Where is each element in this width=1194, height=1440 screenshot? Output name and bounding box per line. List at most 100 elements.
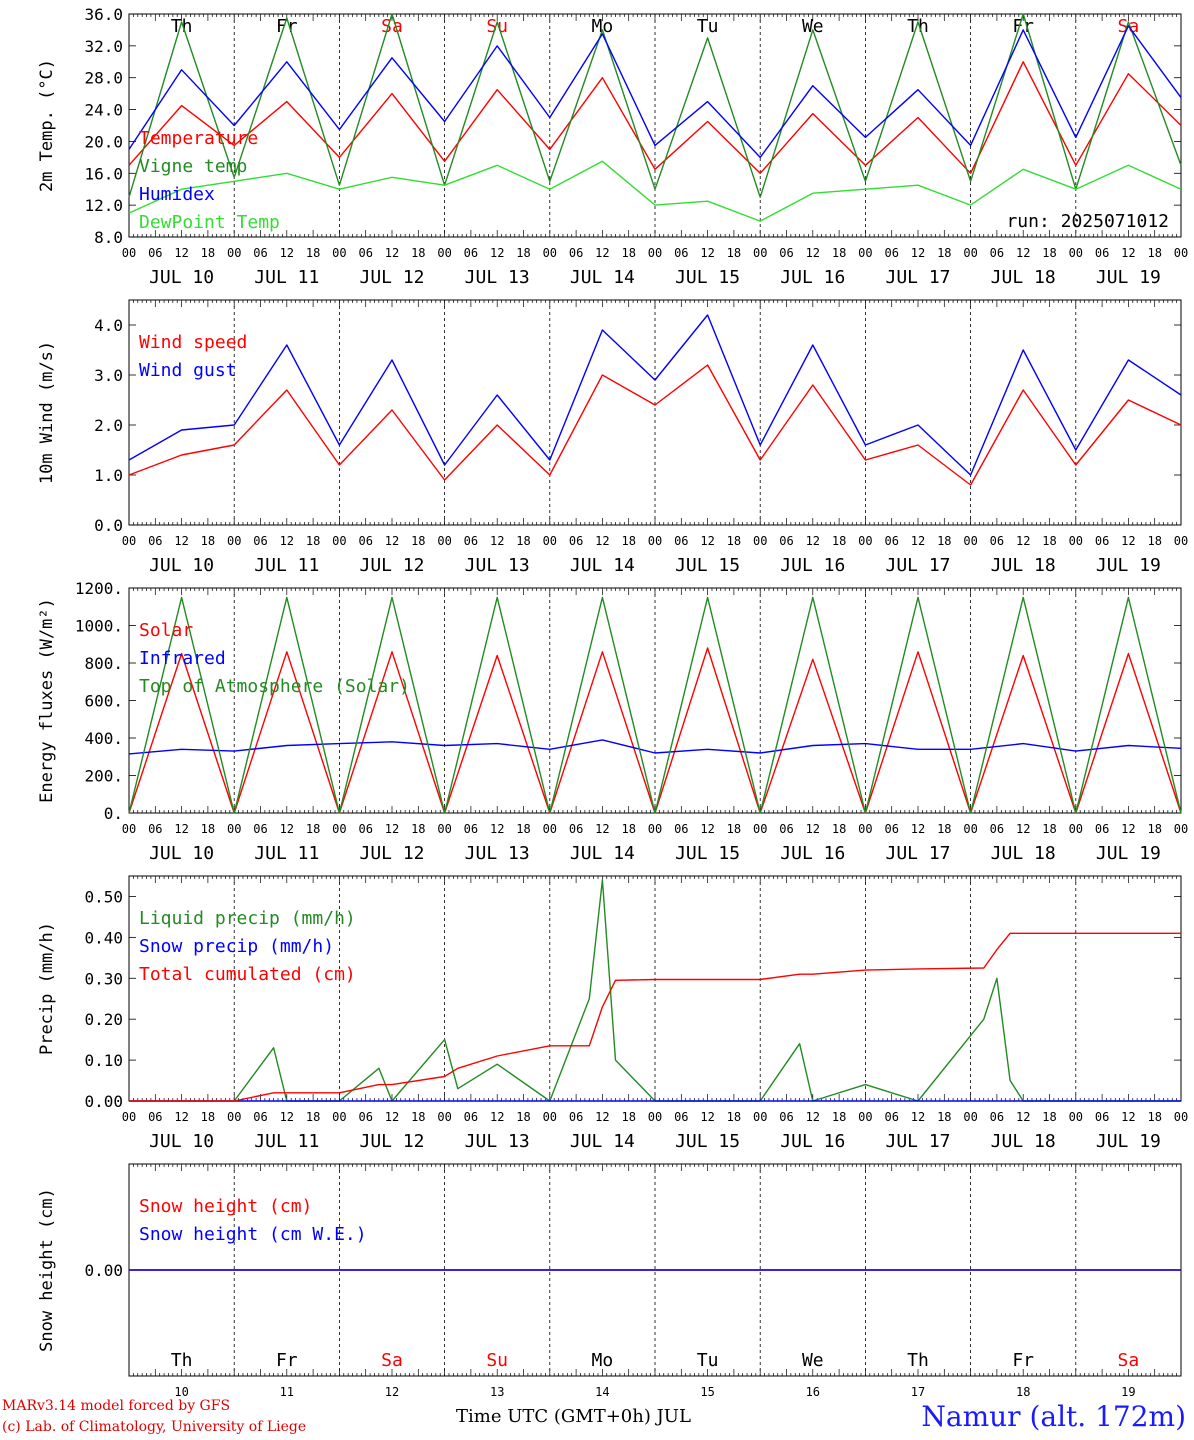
x-hour-label: 06 <box>990 534 1004 548</box>
x-hour-label: 12 <box>911 246 925 260</box>
x-hour-label: 00 <box>543 1110 557 1124</box>
x-hour-label: 12 <box>174 246 188 260</box>
x-hour-label: 06 <box>1095 1110 1109 1124</box>
x-date-label: JUL 13 <box>465 843 530 864</box>
weekday-label: Th <box>171 16 193 37</box>
x-hour-label: 18 <box>832 246 846 260</box>
x-hour-label: 00 <box>858 534 872 548</box>
legend-entry: Humidex <box>139 184 215 205</box>
x-hour-label: 00 <box>1174 822 1188 836</box>
x-hour-label: 18 <box>1042 1110 1056 1124</box>
x-hour-label: 18 <box>621 246 635 260</box>
day-number-label: 17 <box>911 1385 925 1399</box>
x-date-label: JUL 18 <box>991 1131 1056 1152</box>
legend-entry: Liquid precip (mm/h) <box>139 908 356 929</box>
x-hour-label: 18 <box>832 1110 846 1124</box>
x-hour-label: 18 <box>727 246 741 260</box>
y-tick-label: 2.0 <box>94 416 123 435</box>
x-hour-label: 00 <box>1174 534 1188 548</box>
legend-entry: Vigne temp <box>139 156 247 177</box>
x-hour-label: 06 <box>569 246 583 260</box>
x-hour-label: 18 <box>621 822 635 836</box>
x-hour-label: 18 <box>832 822 846 836</box>
x-hour-label: 00 <box>858 1110 872 1124</box>
x-hour-label: 18 <box>727 534 741 548</box>
y-tick-label: 0.40 <box>84 928 123 947</box>
legend-entry: Snow precip (mm/h) <box>139 936 334 957</box>
x-date-label: JUL 14 <box>570 555 635 576</box>
series-line-2 <box>128 739 1182 755</box>
x-hour-label: 12 <box>1121 534 1135 548</box>
x-date-label: JUL 13 <box>465 1131 530 1152</box>
x-hour-label: 18 <box>937 822 951 836</box>
legend-entry: Solar <box>139 620 193 641</box>
series-line-1 <box>128 364 1182 486</box>
x-date-label: JUL 16 <box>780 555 845 576</box>
x-date-label: JUL 13 <box>465 267 530 288</box>
x-date-label: JUL 11 <box>254 843 319 864</box>
x-hour-label: 18 <box>1042 822 1056 836</box>
y-axis-label: 10m Wind (m/s) <box>37 341 57 484</box>
x-hour-label: 12 <box>490 822 504 836</box>
x-date-label: JUL 11 <box>254 1131 319 1152</box>
x-date-label: JUL 12 <box>359 1131 424 1152</box>
time-axis-label: Time UTC (GMT+0h) JUL <box>456 1406 691 1427</box>
weekday-label: Tu <box>697 16 719 37</box>
y-tick-label: 4.0 <box>94 316 123 335</box>
x-hour-label: 06 <box>884 246 898 260</box>
x-date-label: JUL 10 <box>149 843 214 864</box>
x-hour-label: 06 <box>674 246 688 260</box>
x-date-label: JUL 17 <box>885 843 950 864</box>
x-hour-label: 06 <box>464 534 478 548</box>
weekday-label: Th <box>907 16 929 37</box>
x-hour-label: 00 <box>963 822 977 836</box>
x-date-label: JUL 15 <box>675 1131 740 1152</box>
weekday-label: Sa <box>381 1350 403 1371</box>
x-date-label: JUL 16 <box>780 843 845 864</box>
x-hour-label: 12 <box>595 534 609 548</box>
x-hour-label: 12 <box>385 1110 399 1124</box>
series-line-3 <box>128 25 1182 159</box>
x-hour-label: 00 <box>648 534 662 548</box>
legend-entry: Snow height (cm W.E.) <box>139 1224 367 1245</box>
x-date-label: JUL 19 <box>1096 267 1161 288</box>
x-hour-label: 12 <box>490 246 504 260</box>
x-hour-label: 06 <box>253 822 267 836</box>
x-hour-label: 06 <box>884 1110 898 1124</box>
chart-panel-2: 0.0 1.0 2.0 3.0 4.0 10m Wind (m/s) 00 06 12 18 00 0… <box>37 299 1188 576</box>
series-line-4 <box>128 160 1182 222</box>
x-hour-label: 12 <box>385 246 399 260</box>
x-hour-label: 18 <box>1147 246 1161 260</box>
x-date-label: JUL 10 <box>149 555 214 576</box>
x-date-label: JUL 14 <box>570 1131 635 1152</box>
panel-frame <box>128 13 1182 238</box>
x-hour-label: 00 <box>858 822 872 836</box>
x-hour-label: 00 <box>437 822 451 836</box>
y-tick-label: 0.00 <box>84 1261 123 1280</box>
x-hour-label: 18 <box>621 1110 635 1124</box>
x-hour-label: 06 <box>990 246 1004 260</box>
x-hour-label: 12 <box>806 822 820 836</box>
x-hour-label: 18 <box>411 1110 425 1124</box>
weekday-label: Fr <box>1012 1350 1034 1371</box>
x-hour-label: 06 <box>779 1110 793 1124</box>
x-hour-label: 06 <box>358 1110 372 1124</box>
x-hour-label: 06 <box>148 246 162 260</box>
x-hour-label: 00 <box>543 822 557 836</box>
x-date-label: JUL 18 <box>991 843 1056 864</box>
weekday-label: Mo <box>592 1350 614 1371</box>
chart-panel-4: 0.00 0.10 0.20 0.30 0.40 0.50 Precip (mm/h) 00 0… <box>37 875 1188 1152</box>
x-hour-label: 18 <box>411 246 425 260</box>
x-hour-label: 00 <box>858 246 872 260</box>
x-date-label: JUL 10 <box>149 267 214 288</box>
x-hour-label: 00 <box>122 534 136 548</box>
x-hour-label: 12 <box>595 246 609 260</box>
x-hour-label: 06 <box>779 534 793 548</box>
y-tick-label: 0.10 <box>84 1051 123 1070</box>
x-hour-label: 18 <box>411 534 425 548</box>
x-hour-label: 06 <box>569 534 583 548</box>
x-date-label: JUL 14 <box>570 843 635 864</box>
x-date-label: JUL 15 <box>675 267 740 288</box>
x-hour-label: 12 <box>806 1110 820 1124</box>
